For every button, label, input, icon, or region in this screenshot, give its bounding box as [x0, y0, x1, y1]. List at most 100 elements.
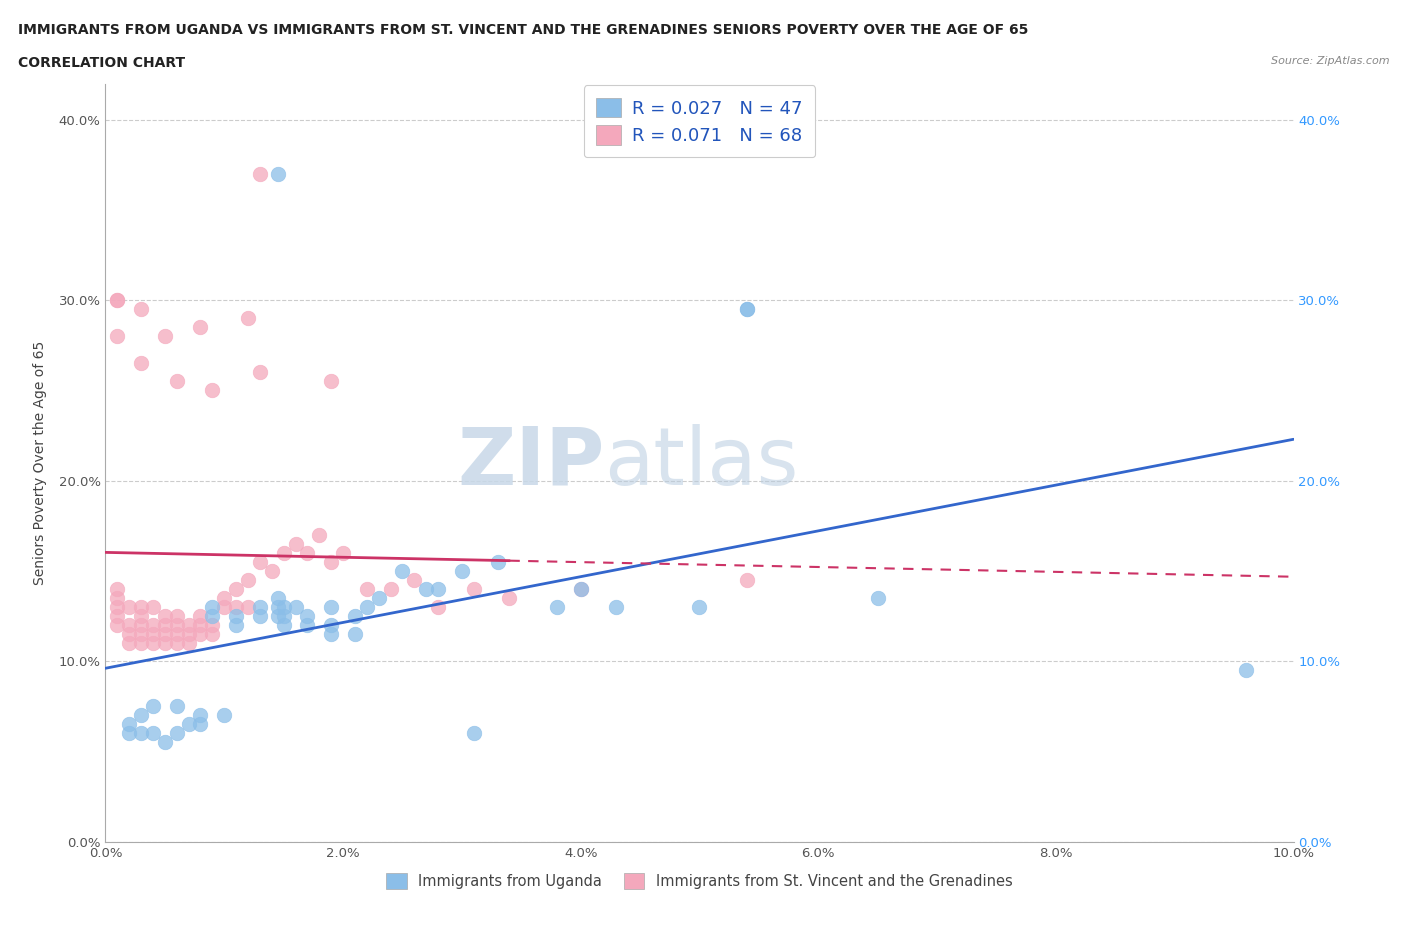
Point [129, 356, 152, 371]
Point [321, 618, 343, 632]
Point [142, 636, 165, 651]
Point [201, 627, 224, 642]
Point [190, 717, 212, 732]
Legend: Immigrants from Uganda, Immigrants from St. Vincent and the Grenadines: Immigrants from Uganda, Immigrants from … [375, 862, 1024, 898]
Point [142, 618, 165, 632]
Point [166, 618, 188, 632]
Point [118, 726, 141, 741]
Point [105, 293, 128, 308]
Text: IMMIGRANTS FROM UGANDA VS IMMIGRANTS FROM ST. VINCENT AND THE GRENADINES SENIORS: IMMIGRANTS FROM UGANDA VS IMMIGRANTS FRO… [18, 23, 1029, 37]
Point [166, 608, 188, 623]
Point [225, 581, 247, 596]
Point [249, 365, 271, 379]
Point [321, 627, 343, 642]
Point [225, 600, 247, 615]
Point [343, 608, 366, 623]
Y-axis label: Seniors Poverty Over the Age of 65: Seniors Poverty Over the Age of 65 [34, 340, 48, 585]
Point [166, 698, 188, 713]
Point [284, 600, 307, 615]
Point [380, 581, 402, 596]
Point [153, 636, 176, 651]
Point [267, 608, 290, 623]
Point [190, 627, 212, 642]
Point [105, 618, 128, 632]
Text: Source: ZipAtlas.com: Source: ZipAtlas.com [1271, 56, 1389, 66]
Point [129, 600, 152, 615]
Point [332, 546, 354, 561]
Point [118, 618, 141, 632]
Point [142, 600, 165, 615]
Point [166, 636, 188, 651]
Point [177, 618, 200, 632]
Point [450, 564, 472, 578]
Point [201, 618, 224, 632]
Point [605, 600, 627, 615]
Point [735, 573, 758, 588]
Point [284, 537, 307, 551]
Point [105, 591, 128, 605]
Point [201, 383, 224, 398]
Text: atlas: atlas [605, 424, 799, 501]
Point [129, 726, 152, 741]
Point [321, 600, 343, 615]
Point [118, 627, 141, 642]
Point [129, 627, 152, 642]
Point [260, 564, 283, 578]
Point [391, 564, 413, 578]
Point [689, 600, 711, 615]
Point [267, 591, 290, 605]
Point [249, 600, 271, 615]
Point [427, 600, 450, 615]
Point [153, 627, 176, 642]
Point [267, 600, 290, 615]
Point [166, 374, 188, 389]
Point [105, 600, 128, 615]
Point [463, 581, 485, 596]
Point [273, 608, 295, 623]
Point [297, 608, 319, 623]
Point [225, 608, 247, 623]
Point [866, 591, 889, 605]
Point [214, 591, 236, 605]
Text: CORRELATION CHART: CORRELATION CHART [18, 56, 186, 70]
Point [427, 581, 450, 596]
Point [177, 627, 200, 642]
Point [321, 554, 343, 569]
Point [273, 618, 295, 632]
Point [166, 627, 188, 642]
Point [498, 591, 520, 605]
Point [356, 581, 378, 596]
Point [142, 627, 165, 642]
Point [129, 302, 152, 317]
Point [735, 302, 758, 317]
Point [201, 608, 224, 623]
Point [105, 581, 128, 596]
Point [1234, 663, 1257, 678]
Point [249, 166, 271, 181]
Point [129, 608, 152, 623]
Point [367, 591, 389, 605]
Point [142, 698, 165, 713]
Point [105, 293, 128, 308]
Point [190, 608, 212, 623]
Point [214, 600, 236, 615]
Point [166, 726, 188, 741]
Point [225, 618, 247, 632]
Point [129, 708, 152, 723]
Point [404, 573, 426, 588]
Point [118, 636, 141, 651]
Point [297, 546, 319, 561]
Point [201, 600, 224, 615]
Point [153, 735, 176, 750]
Point [267, 166, 290, 181]
Point [105, 608, 128, 623]
Point [735, 302, 758, 317]
Point [356, 600, 378, 615]
Point [190, 618, 212, 632]
Point [546, 600, 568, 615]
Point [249, 554, 271, 569]
Point [177, 636, 200, 651]
Point [190, 708, 212, 723]
Point [236, 600, 259, 615]
Point [569, 581, 592, 596]
